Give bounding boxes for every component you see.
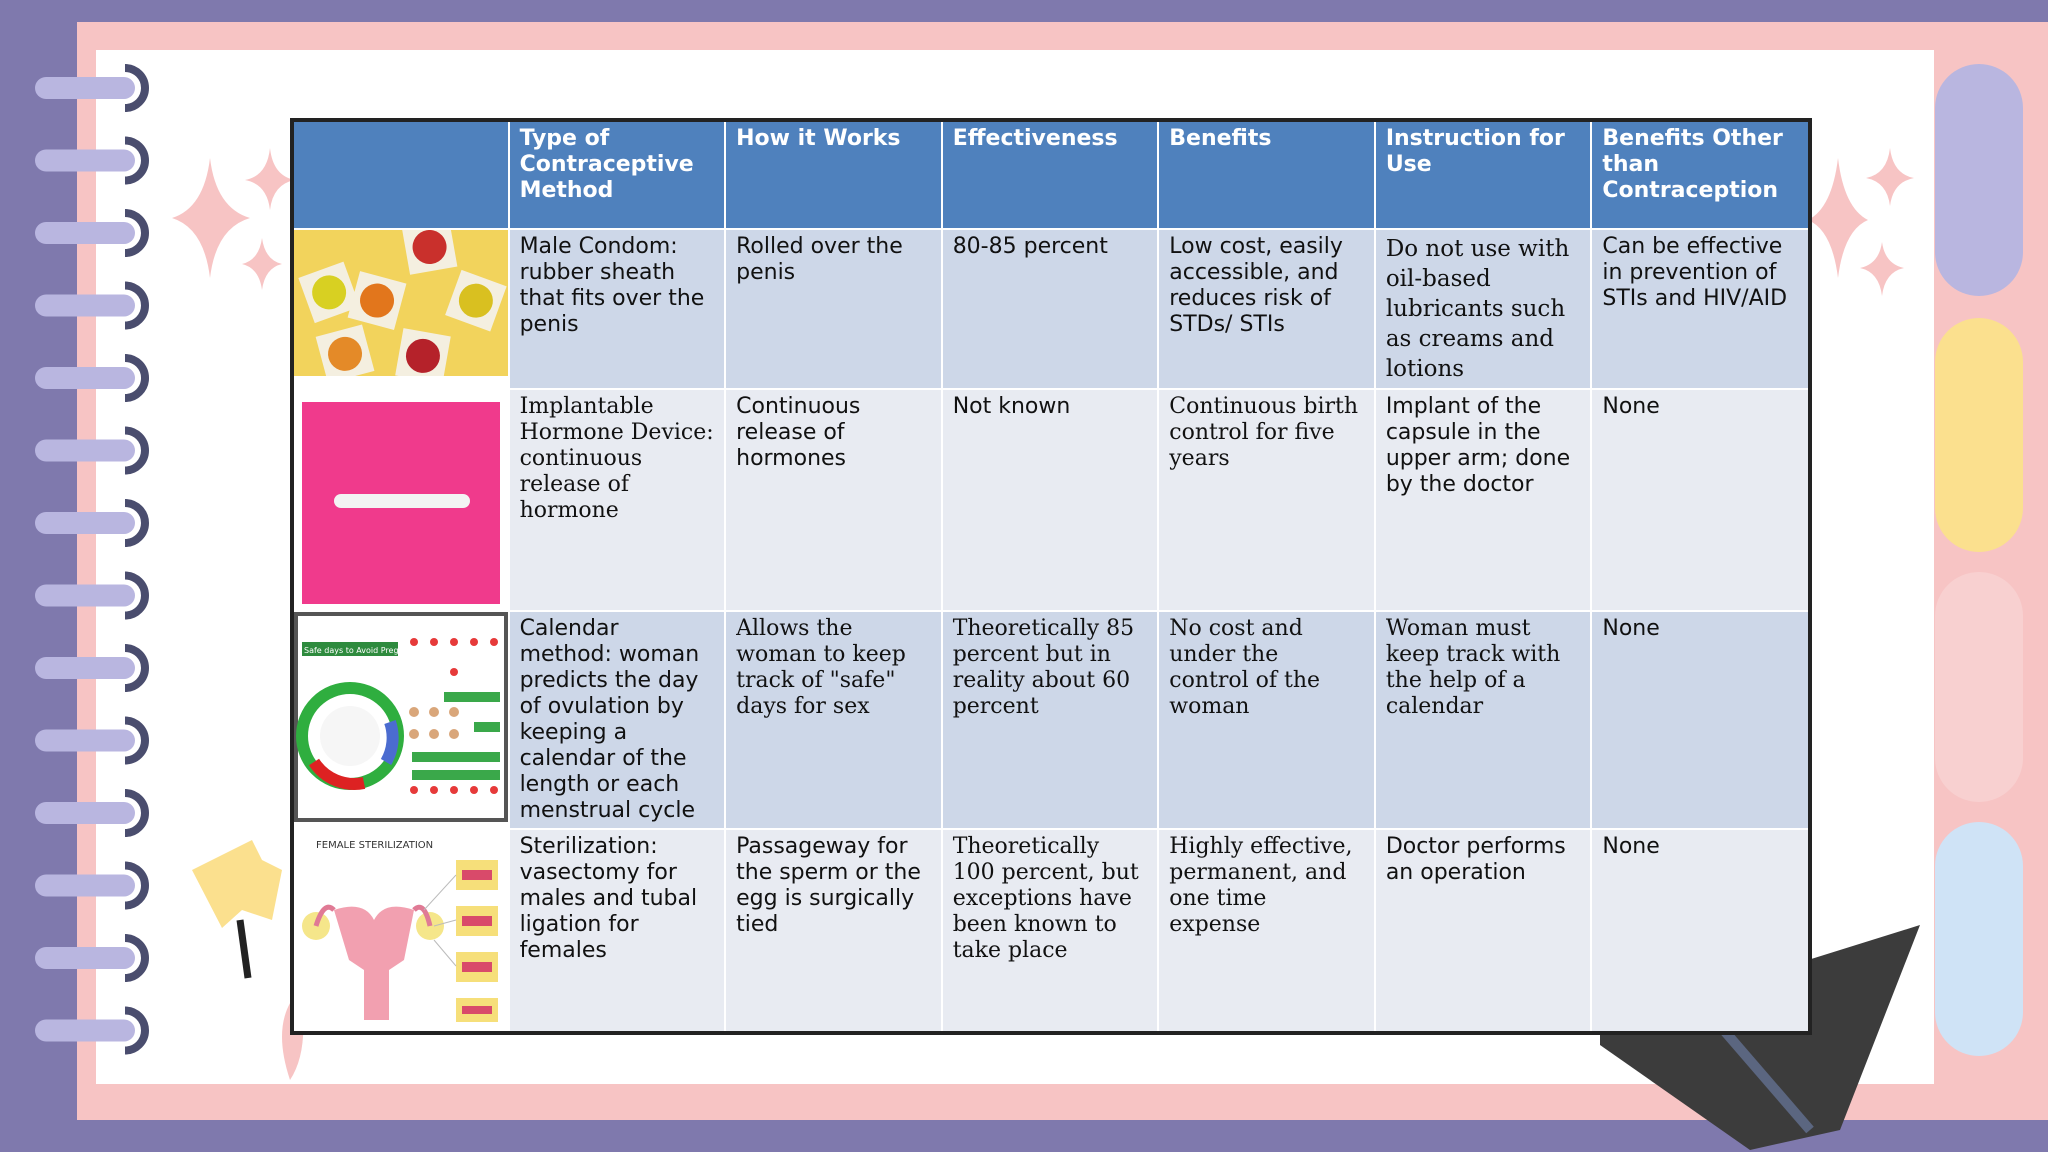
spiral-ring — [35, 512, 135, 534]
cell-effectiveness: 80-85 percent — [940, 228, 1160, 390]
contraceptive-methods-table: Type of Contraceptive Method How it Work… — [290, 118, 1812, 1035]
cell-instruction: Woman must keep track with the help of a… — [1373, 610, 1593, 830]
spiral-ring-loop — [124, 426, 149, 475]
header-other-benefits: Benefits Other than Contraception — [1590, 119, 1811, 230]
header-how-it-works: How it Works — [724, 119, 943, 230]
implant-image — [294, 391, 507, 606]
spiral-ring — [35, 1019, 135, 1042]
spiral-ring — [35, 729, 135, 752]
spiral-ring-loop — [124, 64, 149, 112]
header-effectiveness: Effectiveness — [940, 119, 1160, 230]
table-row: FEMALE STERILIZATION Sterilization: vase… — [291, 828, 1811, 1034]
spiral-ring-loop — [124, 716, 149, 765]
spiral-ring-loop — [124, 571, 149, 620]
sparkle-icon-right — [1808, 148, 1914, 296]
table-row: Implantable Hormone Device: continuous r… — [291, 388, 1811, 612]
cell-method: Calendar method: woman predicts the day … — [507, 610, 727, 830]
table-row: Safe days to Avoid Pregnancy — [291, 610, 1811, 830]
cell-instruction: Implant of the capsule in the upper arm;… — [1373, 388, 1593, 612]
spiral-ring — [35, 874, 135, 897]
cell-method: Male Condom: rubber sheath that fits ove… — [507, 228, 727, 390]
condoms-photo — [291, 228, 510, 390]
cell-method: Sterilization: vasectomy for males and t… — [507, 828, 727, 1034]
cell-benefits: Highly effective, permanent, and one tim… — [1157, 828, 1376, 1034]
cell-how: Passageway for the sperm or the egg is s… — [724, 828, 943, 1034]
yellow-tab — [1935, 318, 2023, 552]
spiral-ring — [35, 77, 135, 99]
pushpin-icon — [192, 840, 282, 979]
table-row: Male Condom: rubber sheath that fits ove… — [291, 228, 1811, 390]
spiral-ring — [35, 584, 135, 607]
spiral-ring-loop — [124, 861, 149, 910]
cell-other-benefits: None — [1590, 610, 1811, 830]
condoms-image — [294, 231, 507, 376]
cell-benefits: No cost and under the control of the wom… — [1157, 610, 1376, 830]
spiral-ring-loop — [124, 644, 149, 692]
cell-effectiveness: Theoretically 85 percent but in reality … — [940, 610, 1160, 830]
calendar-image: Safe days to Avoid Pregnancy — [296, 616, 504, 818]
cell-other-benefits: None — [1590, 388, 1811, 612]
spiral-ring-loop — [124, 281, 149, 330]
spiral-ring-loop — [124, 934, 149, 982]
calendar-caption: Safe days to Avoid Pregnancy — [304, 646, 423, 655]
spiral-ring-loop — [124, 789, 149, 837]
cell-instruction: Doctor performs an operation — [1373, 828, 1593, 1034]
spiral-ring-loop — [124, 354, 149, 402]
pink-tab — [1935, 572, 2023, 802]
cell-effectiveness: Not known — [940, 388, 1160, 612]
spiral-ring-loop — [124, 499, 149, 547]
header-method: Type of Contraceptive Method — [507, 119, 727, 230]
cell-instruction: Do not use with oil-based lubricants suc… — [1373, 228, 1593, 390]
header-benefits: Benefits — [1157, 119, 1376, 230]
purple-tab — [1935, 64, 2023, 296]
sterilization-caption: FEMALE STERILIZATION — [316, 840, 433, 851]
spiral-ring-loop — [124, 1006, 149, 1055]
spiral-ring — [35, 149, 135, 172]
spiral-ring-loop — [124, 136, 149, 185]
spiral-ring — [35, 802, 135, 824]
spiral-ring — [35, 657, 135, 679]
cell-how: Allows the woman to keep track of "safe"… — [724, 610, 943, 830]
implant-photo — [291, 388, 510, 612]
header-image — [291, 119, 510, 230]
cell-effectiveness: Theoretically 100 percent, but exception… — [940, 828, 1160, 1034]
cell-benefits: Low cost, easily accessible, and reduces… — [1157, 228, 1376, 390]
cell-other-benefits: None — [1590, 828, 1811, 1034]
header-instruction: Instruction for Use — [1373, 119, 1593, 230]
cell-method: Implantable Hormone Device: continuous r… — [507, 388, 727, 612]
spiral-binding — [35, 64, 149, 1055]
cell-benefits: Continuous birth control for five years — [1157, 388, 1376, 612]
spiral-ring — [35, 367, 135, 389]
calendar-chart: Safe days to Avoid Pregnancy — [291, 610, 510, 830]
sterilization-diagram: FEMALE STERILIZATION — [291, 828, 510, 1034]
sterilization-image: FEMALE STERILIZATION — [294, 831, 507, 1028]
spiral-ring — [35, 222, 135, 244]
cell-other-benefits: Can be effective in prevention of STIs a… — [1590, 228, 1811, 390]
table-header-row: Type of Contraceptive Method How it Work… — [291, 119, 1811, 230]
spiral-ring — [35, 947, 135, 969]
spiral-ring — [35, 294, 135, 317]
cell-how: Continuous release of hormones — [724, 388, 943, 612]
blue-tab — [1935, 822, 2023, 1056]
spiral-ring — [35, 439, 135, 462]
spiral-ring-loop — [124, 209, 149, 257]
sparkle-icon-left — [172, 148, 295, 290]
cell-how: Rolled over the penis — [724, 228, 943, 390]
